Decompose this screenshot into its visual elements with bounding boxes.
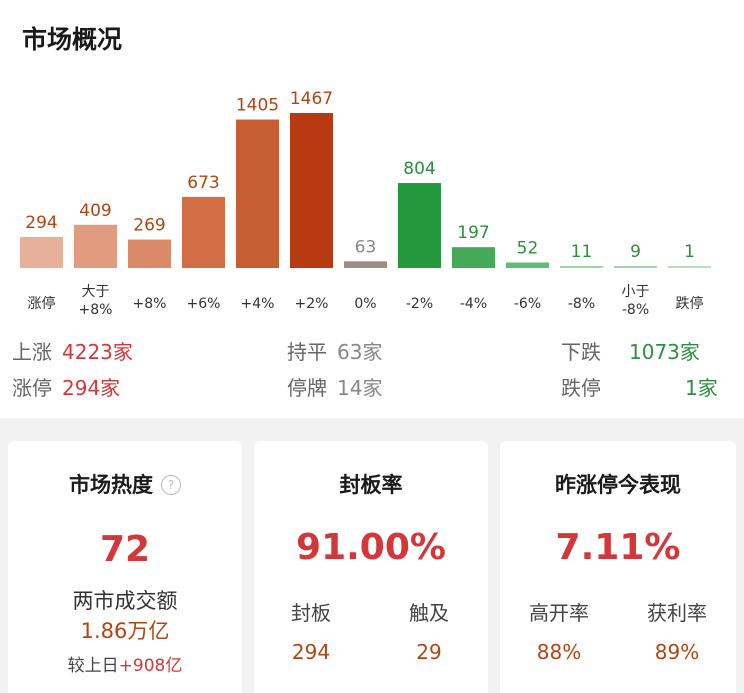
bar-12 bbox=[668, 266, 711, 268]
turnover-compare: 较上日+908亿 bbox=[8, 651, 242, 676]
category-label-4: +4% bbox=[241, 296, 275, 312]
market-heat-card[interactable]: 市场热度? 72 两市成交额 1.86万亿 较上日+908亿 bbox=[8, 441, 242, 693]
bar-10 bbox=[560, 266, 603, 268]
help-icon[interactable]: ? bbox=[161, 475, 181, 495]
bar-2 bbox=[128, 239, 171, 268]
bar-5 bbox=[290, 113, 333, 268]
category-label-3: +6% bbox=[187, 296, 221, 312]
bar-0 bbox=[20, 236, 63, 268]
bar-value-label-10: 11 bbox=[571, 242, 593, 262]
sealed-column: 封板 294 bbox=[256, 597, 366, 664]
bar-7 bbox=[398, 183, 441, 268]
bar-6 bbox=[344, 261, 387, 268]
bar-value-label-9: 52 bbox=[517, 239, 539, 259]
bar-8 bbox=[452, 247, 495, 268]
stat-flat-label: 持平 bbox=[287, 340, 327, 364]
bar-value-label-1: 409 bbox=[79, 201, 111, 221]
high-open-label: 高开率 bbox=[529, 601, 589, 625]
bar-9 bbox=[506, 262, 549, 268]
seal-rate-card[interactable]: 封板率 91.00% 封板 294 触及 29 bbox=[254, 441, 488, 693]
compare-label: 较上日 bbox=[67, 656, 119, 676]
market-heat-title-text: 市场热度 bbox=[69, 473, 153, 497]
bar-value-label-11: 9 bbox=[630, 242, 641, 262]
category-label-1: 大于+8% bbox=[79, 284, 113, 318]
category-label-12: 跌停 bbox=[676, 295, 704, 312]
stat-limit-down-value: 1家 bbox=[685, 376, 718, 400]
profit-label: 获利率 bbox=[647, 601, 707, 625]
touched-label: 触及 bbox=[409, 601, 449, 625]
category-label-10: -8% bbox=[568, 296, 595, 312]
yesterday-value: 7.11% bbox=[555, 527, 681, 568]
market-heat-value: 72 bbox=[99, 529, 151, 570]
stat-flat-value: 63家 bbox=[337, 340, 383, 364]
seal-rate-title: 封板率 bbox=[339, 473, 403, 497]
bar-1 bbox=[74, 224, 117, 268]
compare-value: +908亿 bbox=[118, 656, 183, 676]
stat-limit-up-value: 294家 bbox=[62, 376, 121, 400]
stat-up: 上涨 4223家 bbox=[12, 336, 133, 365]
bar-value-label-0: 294 bbox=[25, 213, 57, 233]
category-label-6: 0% bbox=[354, 296, 376, 312]
category-label-8: -4% bbox=[460, 296, 487, 312]
overview-title: 市场概况 bbox=[22, 25, 123, 54]
seal-rate-value: 91.00% bbox=[296, 527, 446, 568]
yesterday-limit-up-card[interactable]: 昨涨停今表现 7.11% 高开率 88% 获利率 89% bbox=[500, 441, 736, 693]
market-overview-panel: 市场概况 294 涨停 409 大于+8% 269 +8% 673 +6% 1405 +4% 146… bbox=[0, 0, 744, 418]
category-label-2: +8% bbox=[133, 296, 167, 312]
bar-value-label-2: 269 bbox=[133, 216, 165, 236]
bar-11 bbox=[614, 266, 657, 268]
stat-down: 下跌 1073家 bbox=[561, 336, 700, 365]
stat-limit-down: 跌停 1家 bbox=[561, 372, 718, 401]
bar-value-label-8: 197 bbox=[457, 223, 489, 243]
stat-up-value: 4223家 bbox=[62, 340, 133, 364]
stat-flat: 持平 63家 bbox=[287, 336, 382, 365]
stat-limit-up-label: 涨停 bbox=[12, 376, 52, 400]
turnover-label: 两市成交额 bbox=[72, 589, 178, 613]
high-open-column: 高开率 88% bbox=[504, 597, 614, 664]
bar-value-label-7: 804 bbox=[403, 159, 435, 179]
sealed-label: 封板 bbox=[291, 601, 331, 625]
bar-value-label-5: 1467 bbox=[290, 89, 333, 109]
turnover-value: 1.86万亿 bbox=[80, 619, 170, 643]
category-label-0: 涨停 bbox=[28, 295, 56, 312]
category-label-11: 小于-8% bbox=[622, 284, 650, 318]
stat-suspended: 停牌 14家 bbox=[287, 372, 382, 401]
stat-up-label: 上涨 bbox=[12, 340, 52, 364]
profit-column: 获利率 89% bbox=[622, 597, 732, 664]
category-label-5: +2% bbox=[295, 296, 329, 312]
stat-down-label: 下跌 bbox=[561, 340, 601, 364]
sealed-value: 294 bbox=[291, 640, 331, 664]
stat-limit-down-label: 跌停 bbox=[561, 376, 601, 400]
category-label-7: -2% bbox=[406, 296, 433, 312]
stat-down-value: 1073家 bbox=[629, 340, 700, 364]
bar-value-label-3: 673 bbox=[187, 173, 219, 193]
category-label-9: -6% bbox=[514, 296, 541, 312]
stat-limit-up: 涨停 294家 bbox=[12, 372, 120, 401]
stat-suspended-label: 停牌 bbox=[287, 376, 327, 400]
touched-column: 触及 29 bbox=[374, 597, 484, 664]
profit-value: 89% bbox=[654, 640, 700, 664]
touched-value: 29 bbox=[416, 640, 442, 664]
bar-value-label-4: 1405 bbox=[236, 96, 279, 116]
bar-value-label-12: 1 bbox=[684, 242, 695, 262]
bar-3 bbox=[182, 196, 225, 268]
high-open-value: 88% bbox=[536, 640, 582, 664]
bar-value-label-6: 63 bbox=[355, 237, 377, 257]
market-heat-title: 市场热度? bbox=[8, 469, 242, 499]
distribution-bar-chart: 294 涨停 409 大于+8% 269 +8% 673 +6% 1405 +4% 1467 +2% 6… bbox=[20, 89, 711, 318]
stat-suspended-value: 14家 bbox=[337, 376, 383, 400]
yesterday-title: 昨涨停今表现 bbox=[555, 473, 681, 497]
bar-4 bbox=[236, 119, 279, 268]
